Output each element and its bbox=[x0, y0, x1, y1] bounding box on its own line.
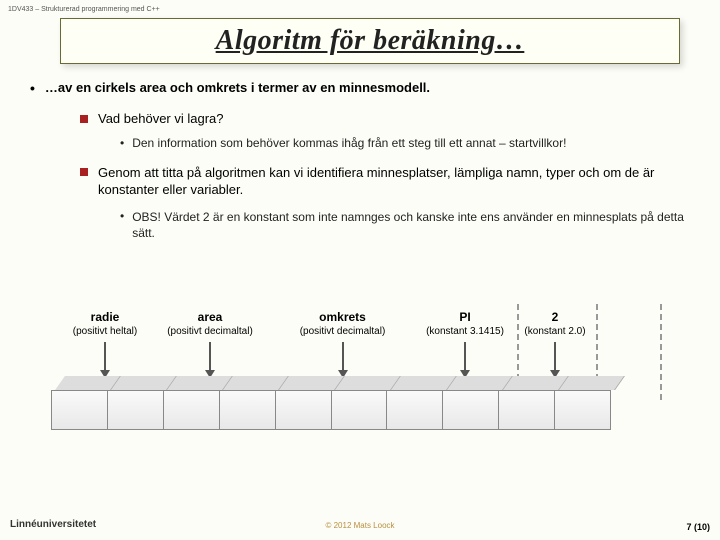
memory-label-col: 2 (konstant 2.0) bbox=[515, 310, 595, 338]
memory-var-name: 2 bbox=[515, 310, 595, 324]
memory-cell bbox=[108, 391, 164, 429]
memory-var-name: area bbox=[150, 310, 270, 324]
bullet-dot-icon: • bbox=[30, 80, 35, 97]
title-box: Algoritm för beräkning… bbox=[60, 18, 680, 64]
down-arrow-icon bbox=[60, 342, 150, 378]
red-square-icon bbox=[80, 168, 88, 176]
memory-label-col: PI (konstant 3.1415) bbox=[415, 310, 515, 338]
page-number: 7 (10) bbox=[686, 522, 710, 532]
slide-title: Algoritm för beräkning… bbox=[75, 25, 665, 57]
memory-var-name: omkrets bbox=[270, 310, 415, 324]
memory-label-col: radie (positivt heltal) bbox=[60, 310, 150, 338]
memory-cell bbox=[499, 391, 555, 429]
bullet2-text: Vad behöver vi lagra? bbox=[98, 111, 224, 126]
memory-cell bbox=[164, 391, 220, 429]
memory-cell bbox=[52, 391, 108, 429]
down-arrow-icon bbox=[415, 342, 515, 378]
slide-content: • …av en cirkels area och omkrets i term… bbox=[30, 80, 690, 255]
memory-cell bbox=[443, 391, 499, 429]
university-logo: Linnéuniversitetet bbox=[10, 519, 96, 530]
labels-row: radie(positivt heltal)area(positivt deci… bbox=[60, 310, 670, 338]
memory-cell bbox=[220, 391, 276, 429]
red-square-icon bbox=[80, 115, 88, 123]
memory-block bbox=[60, 376, 620, 444]
arrow-row bbox=[60, 342, 670, 378]
memory-var-type: (positivt decimaltal) bbox=[270, 326, 415, 338]
memory-cell bbox=[555, 391, 610, 429]
memory-label-col: omkrets (positivt decimaltal) bbox=[270, 310, 415, 338]
memory-var-type: (positivt decimaltal) bbox=[150, 326, 270, 338]
bullet-level3: • Den information som behöver kommas ihå… bbox=[120, 136, 690, 150]
memory-var-type: (konstant 3.1415) bbox=[415, 326, 515, 338]
course-code: 1DV433 – Strukturerad programmering med … bbox=[8, 6, 160, 13]
memory-label-col: area (positivt decimaltal) bbox=[150, 310, 270, 338]
memory-cell bbox=[332, 391, 388, 429]
memory-var-type: (konstant 2.0) bbox=[515, 326, 595, 338]
bullet-dot-icon: • bbox=[120, 209, 124, 241]
bullet-level2: Vad behöver vi lagra? bbox=[80, 111, 690, 126]
bullet-level3: • OBS! Värdet 2 är en konstant som inte … bbox=[120, 209, 690, 241]
bullet1-text: …av en cirkels area och omkrets i termer… bbox=[45, 80, 430, 97]
memory-var-name: PI bbox=[415, 310, 515, 324]
bullet-level1: • …av en cirkels area och omkrets i term… bbox=[30, 80, 690, 97]
bullet3-text: Den information som behöver kommas ihåg … bbox=[132, 136, 566, 150]
memory-cell bbox=[276, 391, 332, 429]
down-arrow-icon bbox=[150, 342, 270, 378]
down-arrow-icon bbox=[515, 342, 595, 378]
bullet-level2: Genom att titta på algoritmen kan vi ide… bbox=[80, 164, 690, 199]
bullet4-text: Genom att titta på algoritmen kan vi ide… bbox=[98, 164, 690, 199]
memory-cell bbox=[387, 391, 443, 429]
memory-cell-top bbox=[559, 376, 625, 390]
down-arrow-icon bbox=[270, 342, 415, 378]
copyright: © 2012 Mats Loock bbox=[325, 521, 394, 530]
bullet-dot-icon: • bbox=[120, 136, 124, 150]
memory-var-name: radie bbox=[60, 310, 150, 324]
bullet5-text: OBS! Värdet 2 är en konstant som inte na… bbox=[132, 209, 690, 241]
memory-front-face bbox=[51, 390, 611, 430]
memory-var-type: (positivt heltal) bbox=[60, 326, 150, 338]
memory-diagram: radie(positivt heltal)area(positivt deci… bbox=[60, 310, 670, 444]
memory-top-face bbox=[60, 376, 620, 390]
